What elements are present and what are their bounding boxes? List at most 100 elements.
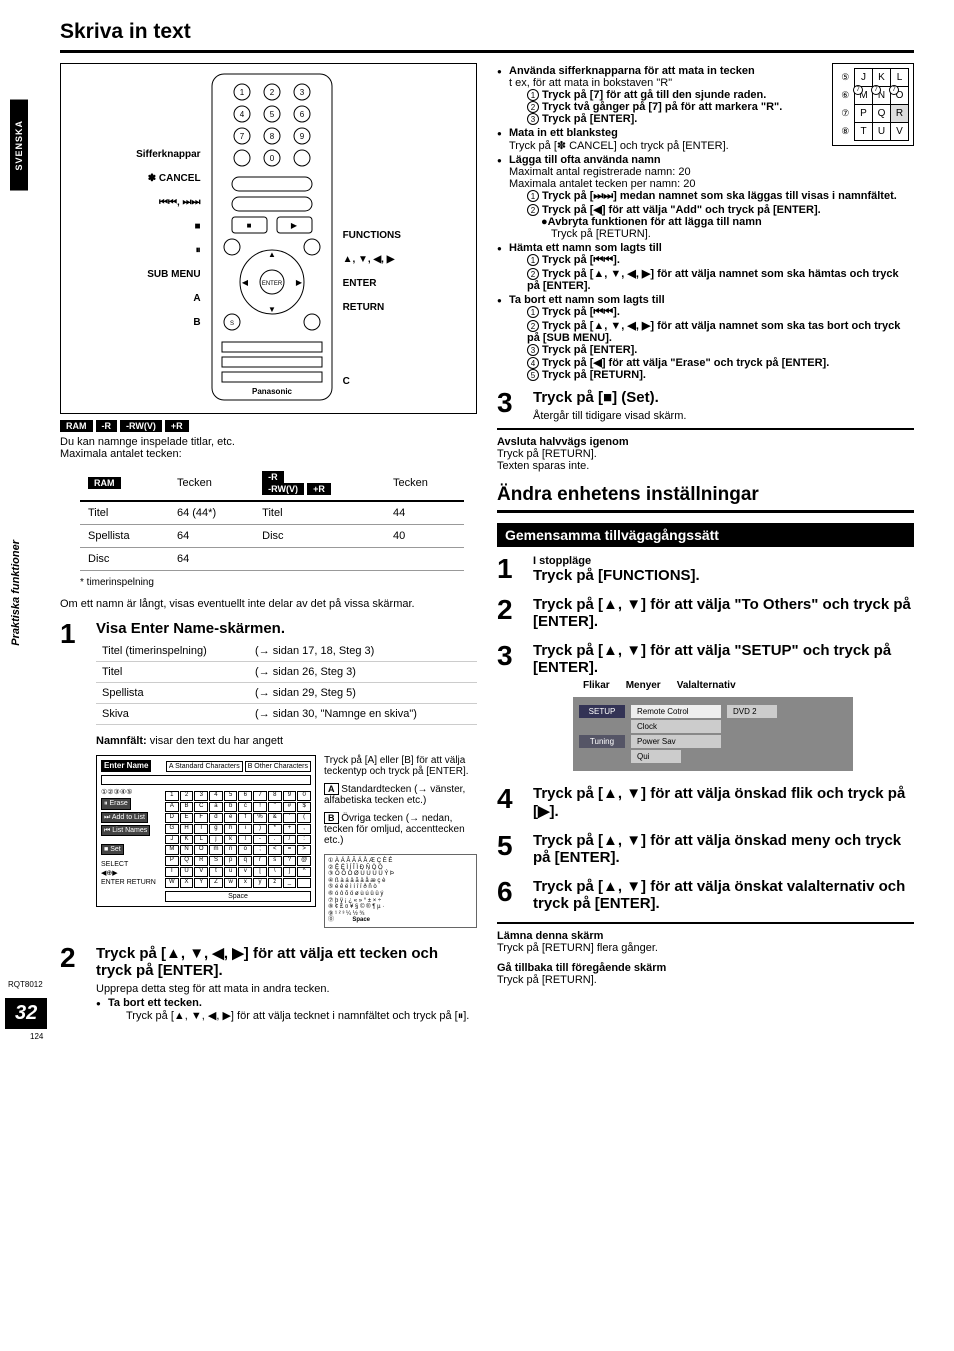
fmt-r: -R [96,420,118,432]
t1-l1-0: Spellista [80,525,169,548]
panel-tab-b: B Other Characters [245,761,311,772]
r-b3-abort-t: Avbryta funktionen för att lägga till na… [548,216,762,228]
back-title: Gå tillbaka till föregående skärm [497,962,914,974]
r-b1-title: Använda sifferknapparna för att mata in … [509,65,755,77]
svg-text:■: ■ [246,221,251,230]
svg-text:6: 6 [299,110,304,119]
step-2-line1: Upprepa detta steg för att mata in andra… [96,983,477,995]
step-3-num: 3 [497,389,523,417]
panel-tab-a: A Standard Characters [166,761,243,772]
back-line: Tryck på [RETURN]. [497,974,914,986]
char-limit-table: RAM Tecken -R -RW(V) +R Tecken Titel 64 … [80,466,464,571]
r-b4-title: Hämta ett namn som lagts till [509,242,662,254]
svg-text:8: 8 [269,132,274,141]
leave-line: Tryck på [RETURN] flera gånger. [497,942,914,954]
fmt-plusr: +R [165,420,189,432]
s1r0a: Titel (timerinspelning) [96,641,249,662]
svg-text:S: S [230,321,234,327]
r-b5-s4: Tryck på [◀] för att välja "Erase" och t… [542,357,829,369]
t1-h2a-2: +R [307,483,331,495]
s2-2-num: 2 [497,596,523,624]
r-b1-line: t ex, för att mata in bokstaven "R" [509,77,672,89]
s2-1-pre: I stoppläge [533,555,914,567]
r-b5-s1: Tryck på [⏮⏮]. [542,306,620,318]
s1r3a: Skiva [96,704,249,725]
panel-listnames: List Names [112,827,147,834]
setup-menu-clock: Clock [631,720,721,733]
r-b3-l1: Maximalt antal registrerade namn: 20 [509,166,691,178]
panel-addlist: Add to List [112,814,145,821]
remote-svg: 1 2 3 4 5 6 7 8 9 0 [207,72,337,405]
other-chars-grid: ① À Á Â Ã Ä Å Æ Ç È É② Ê Ë Ì Í Î Ï Ð Ñ Ò… [324,854,477,928]
panel-enter: ENTER [101,879,125,886]
setup-lbl-val: Valalternativ [677,680,736,691]
exit-l2: Texten sparas inte. [497,460,914,472]
s1r2b: (→ sidan 29, Steg 5) [249,683,477,704]
t1-r0-0: Titel [254,501,385,525]
desc-a: Standardtecken (→ vänster, alfabetiska t… [324,784,465,806]
t1-r0-1: 44 [385,501,464,525]
namn-label: Namnfält: [96,735,147,747]
r-b5-s3: Tryck på [ENTER]. [542,344,637,356]
page-title: Skriva in text [60,20,914,44]
lbl-sifferknappar: Sifferknappar [136,143,200,167]
r-b4-s1: Tryck på [⏮⏮]. [542,254,620,266]
setup-tab-tuning: Tuning [579,735,625,748]
step-3-title: Tryck på [■] (Set). [533,389,914,406]
panel-set: Set [110,846,121,853]
lbl-stop: ■ [136,215,200,239]
setup-lbl-menyer: Menyer [626,680,661,691]
s2-3-num: 3 [497,642,523,670]
lbl-return: RETURN [343,296,401,320]
lbl-c: C [343,370,401,394]
setup-ui-mock: SETUP Remote Cotrol DVD 2 Clock Tuning P… [573,697,853,771]
sub-page-number: 124 [30,1032,43,1041]
svg-text:2: 2 [269,88,274,97]
remote-labels-left: Sifferknappar ✽ CANCEL ⏮⏮, ⏭⏭ ■ ⏸ SUB ME… [136,143,200,335]
namn-text: visar den text du har angett [150,735,283,747]
right-column: ⑤JKL ⑥M7N7O7 ⑦PQR ⑧TUV Använda sifferkna… [497,63,914,1029]
r-b4-s2: Tryck på [▲, ▼, ◀, ▶] för att välja namn… [527,268,899,292]
svg-text:9: 9 [299,132,304,141]
r-b2-title: Mata in ett blanksteg [509,127,618,139]
section-2-title: Ändra enhetens inställningar [497,484,914,506]
title-rule [60,50,914,53]
lbl-cancel: ✽ CANCEL [136,167,200,191]
r-b1-s1: Tryck på [7] för att gå till den sjunde … [542,89,766,101]
t1-l2-1: 64 [169,548,254,571]
step-3-line: Återgår till tidigare visad skärm. [533,410,914,422]
svg-text:Panasonic: Panasonic [252,387,293,396]
leave-title: Lämna denna skärm [497,930,914,942]
s2-4-title: Tryck på [▲, ▼] för att välja önskad fli… [533,785,914,820]
common-approach-bar: Gemensamma tillvägagångssätt [497,523,914,547]
setup-lbl-flikar: Flikar [583,680,610,691]
t1-h1a: RAM [88,477,121,489]
r-b5-s2: Tryck på [▲, ▼, ◀, ▶] för att välja namn… [527,320,900,344]
side-tab: SVENSKA [10,100,28,191]
desc-b: Övriga tecken (→ nedan, tecken för omlju… [324,813,465,846]
after-formats-2: Maximala antalet tecken: [60,448,477,460]
r-b5-s5: Tryck på [RETURN]. [542,369,646,381]
r-b5-title: Ta bort ett namn som lagts till [509,294,665,306]
svg-text:▶: ▶ [295,278,302,287]
s1r1b: (→ sidan 26, Steg 3) [249,662,477,683]
lbl-submenu: SUB MENU [136,263,200,287]
step-2-bullet1-sub: Tryck på [▲, ▼, ◀, ▶] för att välja teck… [108,1009,477,1023]
enter-name-panel: Enter Name A Standard Characters B Other… [96,755,316,907]
t1-h2a-0: -R [262,471,284,483]
s2-6-num: 6 [497,878,523,906]
setup-menu-remote: Remote Cotrol [631,705,721,718]
r-b3-l2: Maximala antalet tecken per namn: 20 [509,178,696,190]
fmt-rwv: -RW(V) [120,420,162,432]
s2-2-title: Tryck på [▲, ▼] för att välja "To Others… [533,596,914,630]
after-formats-1: Du kan namnge inspelade titlar, etc. [60,436,477,448]
r-b3-abort: Tryck på [RETURN]. [541,228,651,240]
s1r1a: Titel [96,662,249,683]
s2-6-title: Tryck på [▲, ▼] för att välja önskat val… [533,878,914,912]
svg-text:▲: ▲ [268,250,276,259]
r-b3-s2: Tryck på [◀] för att välja "Add" och try… [542,204,821,216]
s2-5-num: 5 [497,832,523,860]
remote-diagram: Sifferknappar ✽ CANCEL ⏮⏮, ⏭⏭ ■ ⏸ SUB ME… [60,63,477,414]
panel-return: RETURN [127,879,156,886]
t1-l0-1: 64 (44*) [169,501,254,525]
